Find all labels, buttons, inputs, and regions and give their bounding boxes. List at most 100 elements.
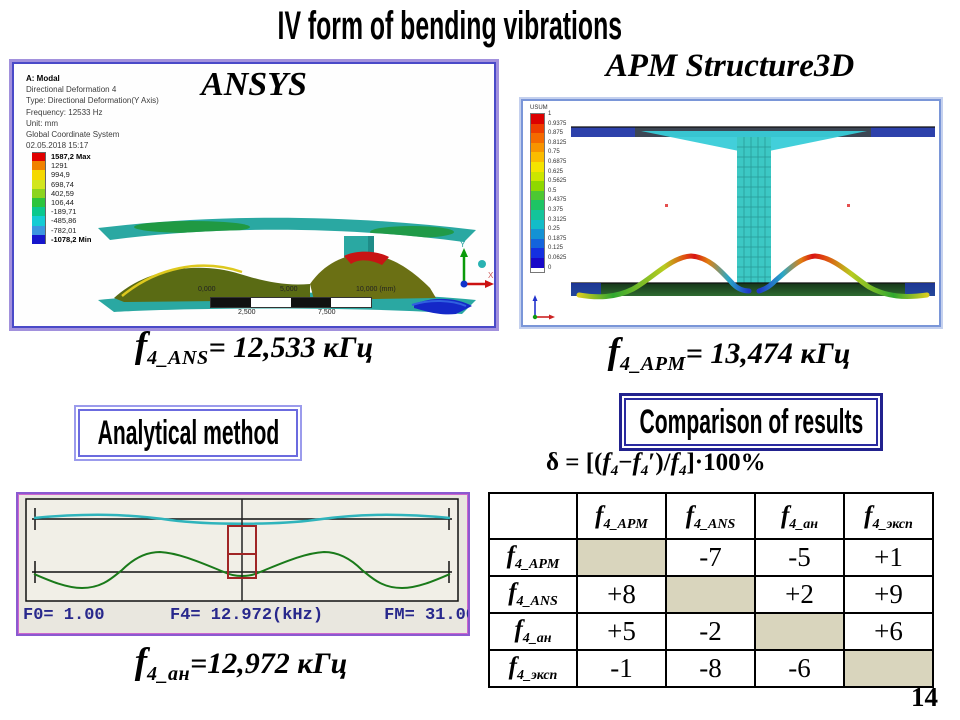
scale-tick: 10,000 (mm) — [356, 286, 396, 293]
plot-status-f4: F4= 12.972(kHz) — [170, 606, 324, 625]
table-row-header: f4_эксп — [488, 649, 578, 688]
page-number: 14 — [911, 682, 938, 712]
apm-panel: USUM 1 0.9375 0.875 0.8125 0.75 0.6875 0.625 0.… — [521, 99, 941, 327]
table-header-cell: f4_эксп — [843, 492, 934, 540]
ansys-panel: ANSYS A: Modal Directional Deformation 4… — [12, 62, 496, 328]
apm-legend-title: USUM — [530, 105, 548, 111]
legend-label: 106,44 — [51, 198, 74, 208]
apm-legend: USUM 1 0.9375 0.875 0.8125 0.75 0.6875 0.625 0.… — [530, 105, 567, 274]
apm-panel-title: APM Structure3D — [605, 48, 855, 84]
legend-label: 402,59 — [51, 188, 74, 198]
legend-swatch — [32, 179, 46, 189]
legend-label: 994,9 — [51, 170, 70, 180]
table-value-cell: -5 — [754, 538, 845, 577]
table-value-cell: -7 — [665, 538, 756, 577]
apm-scene — [532, 126, 935, 320]
table-diagonal-cell — [576, 538, 667, 577]
legend-swatch — [32, 225, 46, 235]
analytical-method-box: Analytical method — [74, 405, 302, 461]
ansys-info-block: A: Modal Directional Deformation 4 Type:… — [26, 73, 159, 151]
legend-swatch — [32, 216, 46, 226]
legend-row: 1291 — [32, 161, 91, 171]
legend-swatch — [32, 197, 46, 208]
apm-legend-colorbar — [530, 113, 545, 274]
table-header-cell: f4_ан — [754, 492, 845, 540]
legend-row: -1078,2 Min — [32, 234, 92, 244]
info-line: Unit: mm — [26, 118, 58, 128]
ansys-legend: 1587,2 Max 1291 994,9 698,74 402,59 106,… — [32, 151, 92, 244]
table-value-cell: +8 — [576, 575, 667, 614]
info-line: A: Modal — [26, 74, 60, 83]
legend-label: 1587,2 Max — [51, 152, 91, 162]
table-row-header: f4_APM — [488, 538, 578, 577]
scale-tick: 2,500 — [238, 309, 256, 316]
info-line: Global Coordinate System — [26, 129, 120, 139]
legend-row: 106,44 — [32, 197, 91, 208]
analytical-frequency-formula: f4_ан=12,972 кГц — [134, 641, 348, 685]
legend-row: 402,59 — [32, 188, 91, 198]
info-line: Frequency: 12533 Hz — [26, 107, 103, 117]
table-row: f4_APM -7 -5 +1 — [488, 538, 934, 577]
table-header-cell: f4_ANS — [665, 492, 756, 540]
comparison-table: f4_APM f4_ANS f4_ан f4_эксп f4_APM -7 -5… — [488, 492, 934, 688]
legend-swatch — [32, 188, 46, 198]
legend-row: 698,74 — [32, 179, 91, 189]
axis-triad-icon — [532, 295, 555, 320]
table-header-cell: f4_APM — [576, 492, 667, 540]
analytical-plot-canvas — [25, 498, 459, 602]
table-value-cell: +1 — [843, 538, 934, 577]
table-row: f4_эксп -1 -8 -6 — [488, 649, 934, 688]
info-line: Type: Directional Deformation(Y Axis) — [26, 96, 159, 106]
table-value-cell: +2 — [754, 575, 845, 614]
info-line: 02.05.2018 15:17 — [26, 141, 89, 151]
legend-label: 1291 — [51, 161, 68, 171]
scale-bar-strip — [210, 297, 372, 308]
table-header-row: f4_APM f4_ANS f4_ан f4_эксп — [488, 492, 934, 540]
table-diagonal-cell — [754, 612, 845, 651]
table-row: f4_ANS +8 +2 +9 — [488, 575, 934, 614]
legend-label: -189,71 — [51, 207, 77, 217]
svg-text:X: X — [488, 271, 494, 280]
page-title: IV form of bending vibrations — [277, 4, 623, 48]
info-line: Directional Deformation 4 — [26, 85, 117, 95]
legend-row: -485,86 — [32, 216, 91, 226]
legend-swatch — [32, 170, 46, 180]
axis-triad-icon: Y X — [460, 240, 494, 288]
scale-tick: 5,000 — [280, 286, 298, 293]
legend-row: 994,9 — [32, 170, 91, 180]
table-value-cell: +9 — [843, 575, 934, 614]
ansys-panel-title: ANSYS — [201, 66, 307, 103]
legend-row: 1587,2 Max — [32, 151, 91, 162]
delta-formula: δ = [(f4−f4′)/f4]·100% — [546, 449, 766, 479]
apm-frequency-formula: f4_APM= 13,474 кГц — [607, 331, 851, 375]
legend-swatch — [32, 207, 46, 217]
plot-status-f0: F0= 1.00 — [23, 606, 105, 625]
legend-swatch — [32, 161, 46, 171]
legend-label: -1078,2 Min — [51, 234, 92, 244]
analytical-plot: F0= 1.00 F4= 12.972(kHz) FM= 31.00 — [16, 492, 470, 636]
ansys-frequency-formula: f4_ANS= 12,533 кГц — [134, 325, 374, 369]
table-row-header: f4_ан — [488, 612, 578, 651]
scale-tick: 7,500 — [318, 309, 336, 316]
legend-row: -782,01 — [32, 225, 91, 235]
legend-label: 698,74 — [51, 179, 74, 189]
ansys-scene — [98, 217, 476, 315]
table-value-cell: -2 — [665, 612, 756, 651]
table-value-cell: -1 — [576, 649, 667, 688]
legend-row: -189,71 — [32, 207, 91, 217]
legend-swatch — [32, 151, 46, 162]
table-row: f4_ан +5 -2 +6 — [488, 612, 934, 651]
table-value-cell: -6 — [754, 649, 845, 688]
svg-text:Y: Y — [460, 240, 466, 249]
table-value-cell: +5 — [576, 612, 667, 651]
table-value-cell: +6 — [843, 612, 934, 651]
legend-swatch — [32, 234, 46, 244]
scale-tick: 0,000 — [198, 286, 216, 293]
table-value-cell: -8 — [665, 649, 756, 688]
apm-legend-labels: 1 0.9375 0.875 0.8125 0.75 0.6875 0.625 0.5625 0… — [548, 111, 567, 271]
plot-status-fm: FM= 31.00 — [384, 606, 470, 625]
table-diagonal-cell — [843, 649, 934, 688]
comparison-results-box: Comparison of results — [619, 393, 883, 451]
legend-label: -485,86 — [51, 216, 77, 226]
